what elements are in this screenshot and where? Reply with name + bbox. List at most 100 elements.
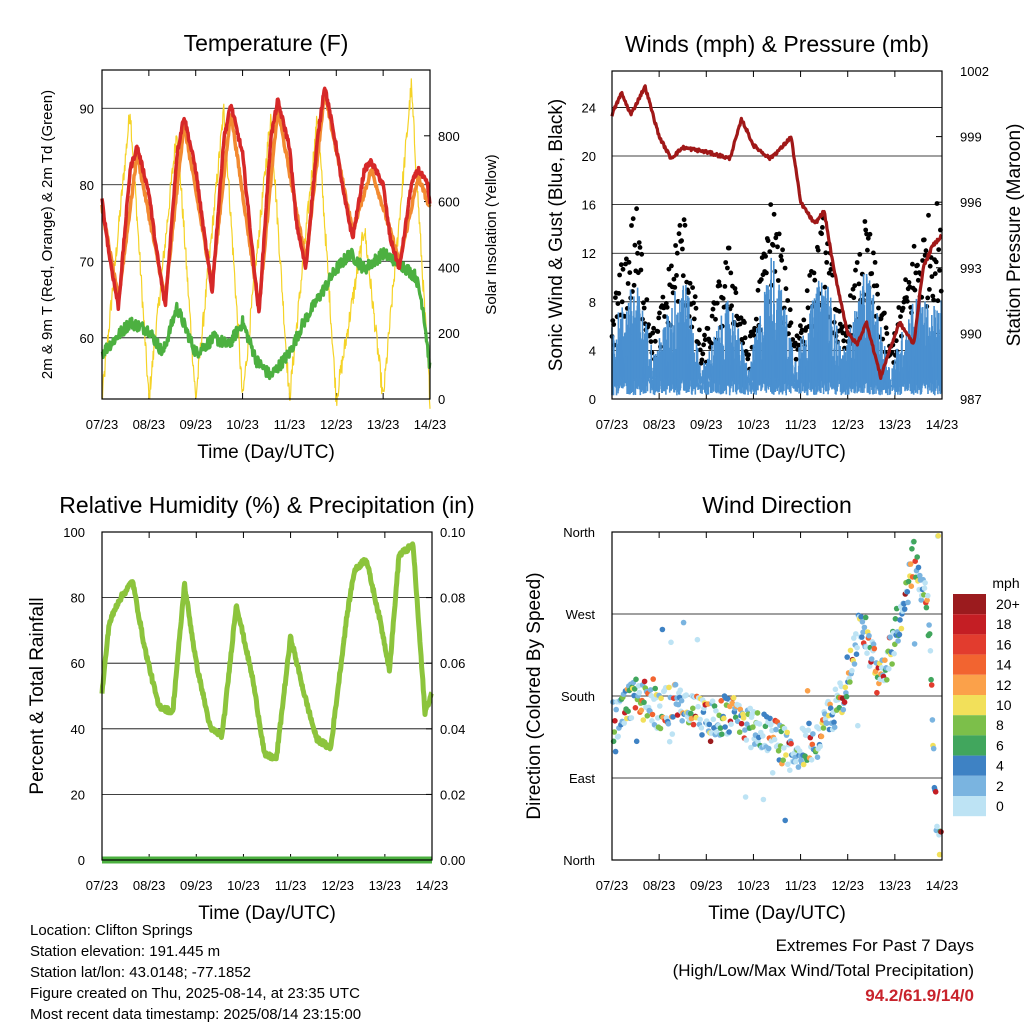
direction-point	[806, 720, 812, 727]
gust-point	[768, 202, 774, 208]
direction-point	[904, 589, 911, 595]
direction-point	[674, 712, 681, 718]
gust-point	[615, 301, 621, 306]
direction-point	[647, 687, 654, 693]
direction-point	[754, 710, 761, 716]
y-tick-label: 12	[582, 246, 596, 261]
direction-point	[831, 724, 838, 730]
direction-point	[750, 724, 756, 730]
gust-point	[875, 291, 880, 297]
gust-point	[770, 242, 776, 248]
y2-tick-label: 987	[960, 392, 982, 407]
direction-point	[907, 561, 914, 567]
elevation-text: Station elevation: 191.445 m	[30, 943, 221, 960]
direction-point	[649, 718, 655, 724]
gust-point	[934, 201, 940, 206]
legend-swatch	[953, 634, 986, 655]
gust-point	[671, 276, 677, 282]
direction-point	[650, 676, 656, 682]
x-tick-label: 12/23	[831, 417, 864, 432]
x-tick-label: 07/23	[86, 417, 119, 432]
gust-point	[775, 244, 780, 250]
gust-point	[617, 272, 622, 278]
direction-point	[740, 715, 747, 721]
legend-swatch	[953, 654, 986, 675]
y2-tick-label: 0.10	[440, 525, 465, 540]
direction-point	[709, 698, 716, 704]
panel-title: Relative Humidity (%) & Precipitation (i…	[59, 492, 474, 518]
gust-point	[680, 246, 685, 252]
series-wind-direction	[610, 533, 944, 858]
legend-swatch	[953, 674, 986, 695]
gust-point	[915, 262, 920, 268]
created-text: Figure created on Thu, 2025-08-14, at 23…	[30, 985, 360, 1002]
direction-point	[926, 631, 933, 637]
direction-point	[690, 721, 697, 728]
x-tick-label: 08/23	[643, 878, 676, 893]
gust-point	[775, 278, 781, 283]
panel-2: Winds (mph) & Pressure (mb) Time (Day/UTC…	[546, 31, 1024, 463]
direction-point	[699, 732, 705, 738]
direction-point	[862, 614, 869, 621]
direction-point	[621, 720, 627, 726]
direction-point	[895, 638, 901, 644]
direction-point	[666, 738, 673, 745]
legend-label: 14	[996, 657, 1012, 673]
direction-point	[818, 733, 825, 740]
direction-point	[678, 697, 685, 704]
direction-point	[713, 708, 719, 714]
direction-point	[820, 725, 827, 731]
direction-point	[804, 688, 811, 694]
y-axis-label: Percent & Total Rainfall	[27, 597, 48, 794]
y-tick-label: 80	[71, 591, 85, 606]
x-tick-label: 13/23	[879, 417, 912, 432]
gust-point	[681, 217, 687, 223]
direction-point	[851, 635, 857, 641]
gust-point	[911, 243, 917, 249]
direction-point	[742, 794, 749, 800]
direction-point	[908, 583, 915, 589]
gust-point	[862, 219, 868, 224]
gust-point	[900, 305, 906, 311]
gust-point	[699, 357, 705, 363]
gust-point	[674, 273, 679, 278]
direction-point	[930, 745, 937, 752]
recent-text: Most recent data timestamp: 2025/08/14 2…	[30, 1006, 362, 1023]
gust-point	[714, 300, 720, 306]
gust-point	[926, 212, 931, 218]
x-tick-label: 14/23	[926, 878, 959, 893]
gust-point	[923, 248, 929, 254]
gust-point	[723, 260, 729, 265]
gust-point	[935, 298, 941, 304]
direction-point	[633, 676, 639, 683]
y-tick-label: 8	[589, 295, 596, 310]
gust-point	[840, 330, 846, 336]
legend-swatch	[953, 614, 986, 635]
direction-point	[827, 705, 834, 711]
gust-point	[710, 306, 716, 312]
legend-label: 20+	[996, 596, 1020, 612]
gust-point	[673, 243, 678, 248]
panel-3: Relative Humidity (%) & Precipitation (i…	[27, 492, 475, 924]
direction-point	[892, 616, 899, 622]
direction-point	[640, 717, 647, 723]
legend-label: 10	[996, 697, 1012, 713]
gust-point	[930, 293, 936, 299]
gust-point	[863, 227, 869, 233]
series-relative-humidity	[99, 541, 434, 762]
gust-point	[737, 321, 743, 327]
direction-point	[633, 738, 640, 745]
direction-point	[641, 678, 648, 685]
direction-point	[923, 604, 930, 611]
direction-point	[625, 708, 631, 714]
direction-point	[736, 729, 743, 735]
direction-point	[698, 725, 705, 731]
series-pressure	[610, 84, 943, 380]
y-tick-label: 20	[71, 787, 85, 802]
y2-tick-label: 0.00	[440, 853, 465, 868]
gust-point	[931, 297, 936, 303]
gust-point	[765, 238, 771, 244]
legend-label: 16	[996, 636, 1012, 652]
gust-point	[679, 238, 684, 244]
